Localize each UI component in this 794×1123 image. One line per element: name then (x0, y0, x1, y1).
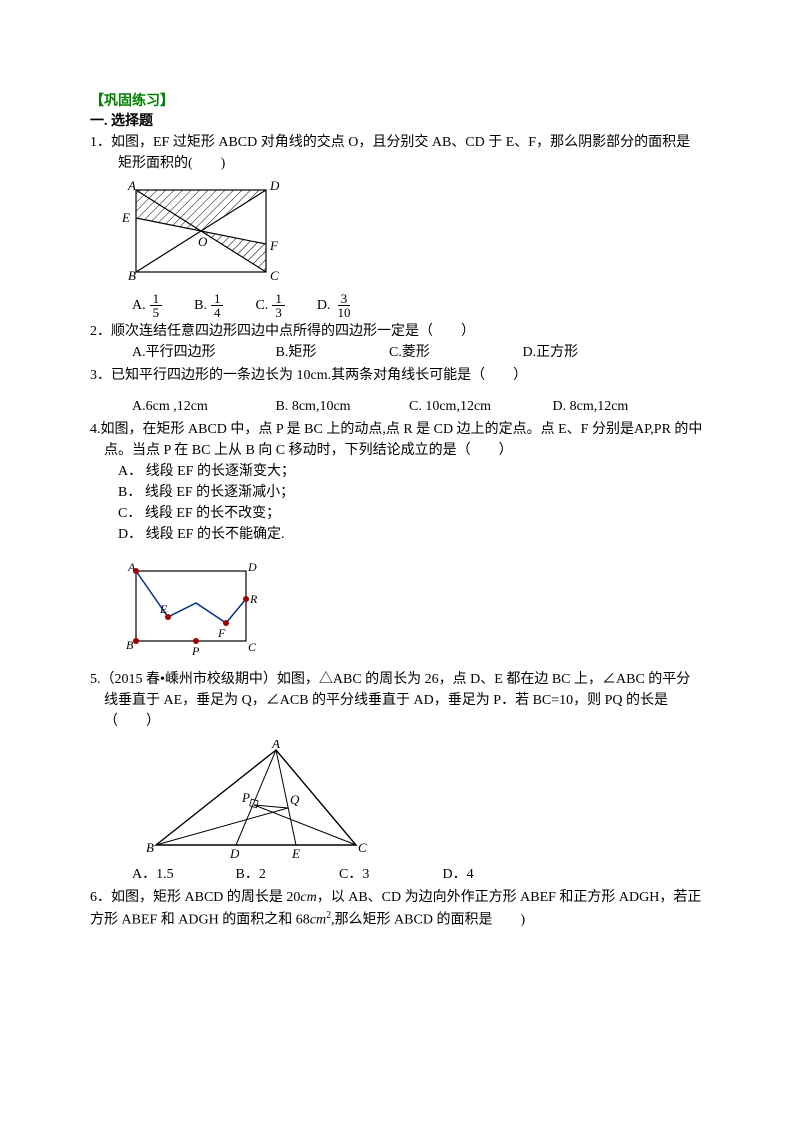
q5-opt-b: B．2 (236, 864, 336, 885)
q3-opt-a: A.6cm ,12cm (132, 396, 272, 417)
svg-text:Q: Q (290, 792, 300, 807)
svg-text:D: D (229, 846, 240, 860)
q5-opt-a: A．1.5 (132, 864, 232, 885)
q4-opt-b: B． 线段 EF 的长逐渐减小； (90, 482, 704, 503)
q2-options: A.平行四边形 B.矩形 C.菱形 D.正方形 (90, 342, 704, 363)
q2-text: 2．顺次连结任意四边形四边中点所得的四边形一定是（ ） (90, 321, 704, 342)
svg-text:E: E (291, 846, 300, 860)
q2-opt-a: A.平行四边形 (132, 342, 272, 363)
svg-text:C: C (270, 268, 279, 283)
q5-opt-d: D．4 (443, 864, 474, 885)
question-6: 6．如图，矩形 ABCD 的周长是 20cm，以 AB、CD 为边向外作正方形 … (90, 887, 704, 931)
q3-opt-d: D. 8cm,12cm (553, 396, 629, 417)
q1-opt-a: A.15 (132, 292, 162, 319)
svg-text:A: A (127, 178, 136, 193)
question-1: 1．如图，EF 过矩形 ABCD 对角线的交点 O，且分别交 AB、CD 于 E… (90, 132, 704, 319)
svg-text:D: D (269, 178, 280, 193)
svg-text:C: C (248, 640, 257, 654)
q3-opt-c: C. 10cm,12cm (409, 396, 549, 417)
svg-text:A: A (271, 740, 280, 751)
q5-options: A．1.5 B．2 C．3 D．4 (90, 864, 704, 885)
svg-text:D: D (247, 560, 257, 574)
question-2: 2．顺次连结任意四边形四边中点所得的四边形一定是（ ） A.平行四边形 B.矩形… (90, 321, 704, 363)
q4-opt-c: C． 线段 EF 的长不改变； (90, 503, 704, 524)
q1-opt-c: C.13 (255, 292, 284, 319)
svg-text:P: P (191, 644, 200, 658)
q4-text: 4.如图，在矩形 ABCD 中，点 P 是 BC 上的动点,点 R 是 CD 边… (90, 419, 704, 461)
q4-opt-d: D． 线段 EF 的长不能确定. (90, 524, 704, 545)
q1-opt-d: D.310 (317, 292, 354, 319)
q5-figure: A B C D E P Q (146, 740, 704, 860)
svg-text:F: F (217, 626, 226, 640)
svg-text:B: B (126, 638, 134, 652)
question-4: 4.如图，在矩形 ABCD 中，点 P 是 BC 上的动点,点 R 是 CD 边… (90, 419, 704, 659)
svg-text:O: O (198, 234, 208, 249)
q2-opt-c: C.菱形 (389, 342, 519, 363)
q3-text: 3．已知平行四边形的一条边长为 10cm.其两条对角线长可能是（ ） (90, 365, 704, 386)
svg-text:B: B (146, 840, 154, 855)
q1-figure: A D E O F B C (118, 178, 704, 288)
q1-options: A.15 B.14 C.13 D.310 (90, 292, 704, 319)
q2-opt-d: D.正方形 (523, 342, 579, 363)
svg-text:E: E (121, 210, 130, 225)
q6-line1: 6．如图，矩形 ABCD 的周长是 20cm，以 AB、CD 为边向外作正方形 … (90, 887, 704, 931)
section-heading: 一. 选择题 (90, 110, 704, 130)
question-5: 5.（2015 春•嵊州市校级期中）如图，△ABC 的周长为 26，点 D、E … (90, 669, 704, 885)
q4-figure: A D B C E F P R (118, 559, 704, 659)
svg-text:E: E (159, 602, 168, 616)
svg-text:R: R (249, 592, 258, 606)
svg-text:B: B (128, 268, 136, 283)
q1-text: 1．如图，EF 过矩形 ABCD 对角线的交点 O，且分别交 AB、CD 于 E… (90, 132, 704, 174)
question-3: 3．已知平行四边形的一条边长为 10cm.其两条对角线长可能是（ ） A.6cm… (90, 365, 704, 417)
svg-text:A: A (127, 560, 136, 574)
q2-opt-b: B.矩形 (276, 342, 386, 363)
q4-opt-a: A． 线段 EF 的长逐渐变大； (90, 461, 704, 482)
page-title: 【巩固练习】 (90, 90, 704, 110)
q3-opt-b: B. 8cm,10cm (276, 396, 406, 417)
q1-opt-b: B.14 (194, 292, 223, 319)
svg-text:C: C (358, 840, 367, 855)
q3-options: A.6cm ,12cm B. 8cm,10cm C. 10cm,12cm D. … (90, 396, 704, 417)
svg-text:P: P (241, 790, 250, 805)
q5-text: 5.（2015 春•嵊州市校级期中）如图，△ABC 的周长为 26，点 D、E … (90, 669, 704, 732)
svg-text:F: F (269, 238, 279, 253)
q5-opt-c: C．3 (339, 864, 439, 885)
